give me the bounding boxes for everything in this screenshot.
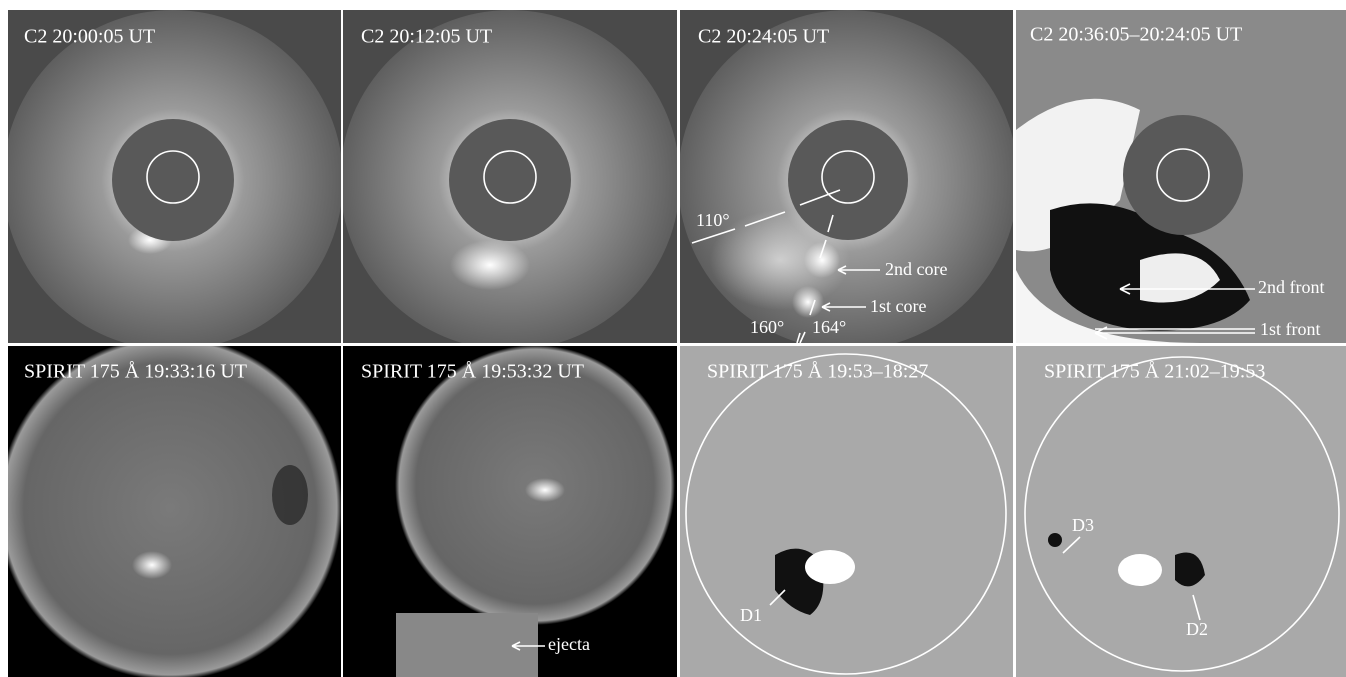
panel-title: SPIRIT 175 Å 19:33:16 UT: [24, 361, 247, 383]
panel-title: C2 20:12:05 UT: [361, 26, 492, 48]
panel-title: SPIRIT 175 Å 19:53–18:27: [707, 361, 928, 383]
annotation: 1st front: [1260, 319, 1321, 339]
annotation: 160°: [750, 317, 784, 337]
annotation: D2: [1186, 619, 1208, 639]
panel-title: C2 20:36:05–20:24:05 UT: [1030, 24, 1242, 46]
panel: 110° 2nd core 1st core 160° 164° C2 20:2…: [680, 10, 1013, 343]
panel-title: SPIRIT 175 Å 21:02–19:53: [1044, 361, 1265, 383]
panel-title: C2 20:00:05 UT: [24, 26, 155, 48]
annotation: ejecta: [548, 634, 590, 654]
panel: C2 20:12:05 UT: [343, 10, 677, 343]
panel: SPIRIT 175 Å 19:33:16 UT: [8, 346, 341, 677]
panel: 2nd front 1st front C2 20:36:05–20:24:05…: [1016, 10, 1346, 343]
panel: D1 SPIRIT 175 Å 19:53–18:27: [680, 346, 1013, 677]
annotation: D1: [740, 605, 762, 625]
panel-title: C2 20:24:05 UT: [698, 26, 829, 48]
annotation: D3: [1072, 515, 1094, 535]
panel: ejecta SPIRIT 175 Å 19:53:32 UT: [343, 346, 677, 677]
annotation: 110°: [696, 210, 730, 230]
annotation: 2nd front: [1258, 277, 1325, 297]
panel: D3 D2 SPIRIT 175 Å 21:02–19:53: [1016, 346, 1346, 677]
panel-title: SPIRIT 175 Å 19:53:32 UT: [361, 361, 584, 383]
annotation: 2nd core: [885, 259, 947, 279]
panel: C2 20:00:05 UT: [8, 10, 341, 343]
annotation: 164°: [812, 317, 846, 337]
annotation: 1st core: [870, 296, 926, 316]
